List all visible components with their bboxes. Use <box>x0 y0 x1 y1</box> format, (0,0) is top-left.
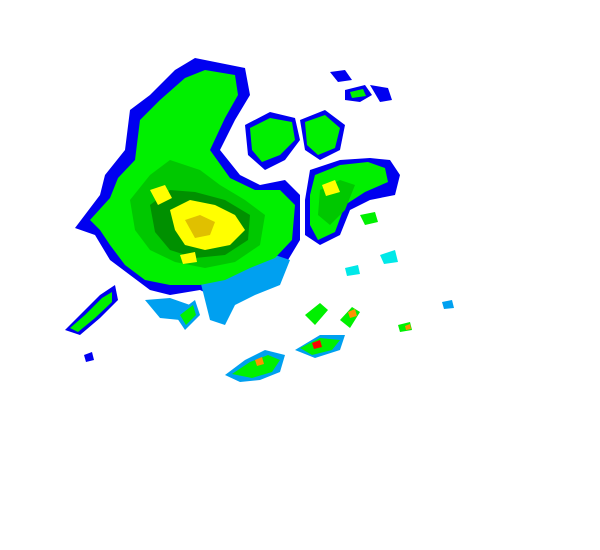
echo-dark-blue <box>370 85 392 102</box>
echo-dark-blue <box>330 70 352 82</box>
echo-bright-green <box>250 118 295 162</box>
echo-bright-green <box>70 292 112 332</box>
echo-bright-green <box>180 305 196 325</box>
echo-orange <box>348 309 357 318</box>
echo-cyan <box>345 265 360 276</box>
echo-dark-blue <box>84 352 94 362</box>
echo-bright-green <box>232 355 280 378</box>
echo-cyan <box>380 250 398 264</box>
echo-yellow <box>150 185 172 205</box>
echo-red <box>312 340 322 349</box>
echo-orange <box>255 357 264 366</box>
echo-orange <box>405 324 411 330</box>
echo-light-blue <box>442 300 454 309</box>
echo-bright-green <box>305 303 328 325</box>
echo-bright-green <box>360 212 378 225</box>
echo-bright-green <box>305 115 340 155</box>
echo-yellow <box>180 252 197 264</box>
echo-bright-green <box>350 89 366 98</box>
echo-yellow <box>322 180 340 196</box>
echo-gold <box>185 215 215 238</box>
precipitation-echoes <box>65 58 454 382</box>
